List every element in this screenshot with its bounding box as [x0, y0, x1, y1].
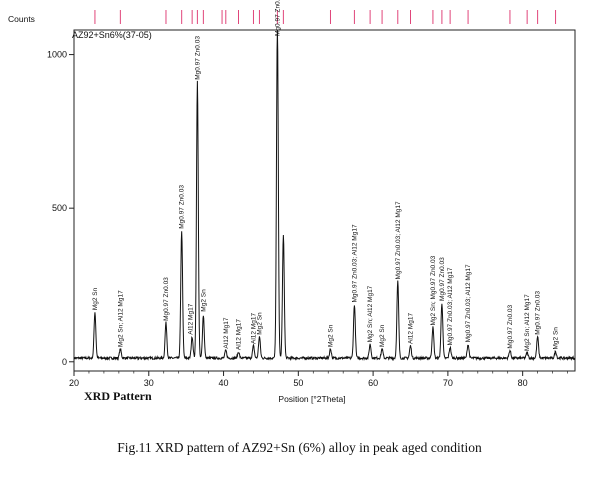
peak-annotation: Mg2 Sn: [379, 324, 386, 347]
peak-annotation: Mg0.97 Zn0.03; Al12 Mg17: [395, 201, 402, 279]
peak-annotation: Mg2 Sn: [92, 287, 99, 310]
peak-annotation: Mg0.97 Zn0.03; Al12 Mg17: [447, 267, 454, 345]
x-tick-label: 80: [518, 378, 528, 388]
xrd-trace: [73, 29, 576, 362]
peak-annotation: Mg0.97 Zn0.03: [439, 257, 446, 301]
x-tick-label: 30: [144, 378, 154, 388]
reference-line-layer: [94, 10, 557, 24]
figure-caption: Fig.11 XRD pattern of AZ92+Sn (6%) alloy…: [117, 440, 482, 455]
x-tick-label: 60: [368, 378, 378, 388]
peak-annotation: Mg0.97 Zn0.03: [194, 36, 201, 80]
peak-annotation: Mg2 Sn; Al12 Mg17: [117, 290, 124, 347]
peak-annotation: Mg0.97 Zn0.03: [507, 304, 514, 348]
peak-annotation: Al12 Mg17: [236, 319, 243, 350]
plot-border: [73, 29, 576, 372]
chart-title: AZ92+Sn6%(37-05): [72, 30, 152, 40]
peak-annotation: Mg2 Sn: [200, 289, 207, 312]
peak-annotation: Mg2 Sn: [256, 312, 263, 335]
x-axis-label: Position [°2Theta]: [278, 394, 345, 404]
peak-annotation: Mg2 Sn; Mg0.97 Zn0.03: [430, 255, 437, 325]
plot-frame: [73, 29, 576, 372]
x-tick-label: 20: [69, 378, 79, 388]
peak-annotation: Mg2 Sn: [327, 324, 334, 347]
y-tick-label: 1000: [47, 50, 67, 60]
x-tick-label: 50: [293, 378, 303, 388]
x-tick-label: 40: [219, 378, 229, 388]
peak-annotation: Al12 Mg17: [407, 312, 414, 343]
y-tick-label: 0: [62, 357, 67, 367]
y-tick-label: 500: [52, 203, 67, 213]
peak-annotation: Mg0.97 Zn0.03: [179, 185, 186, 229]
peak-annotation: Al12 Mg17: [250, 312, 257, 343]
axis-ticks: 20 30 40 50 60 70 80 0 500 1000: [47, 50, 568, 388]
y-axis-label: Counts: [8, 14, 35, 24]
peak-annotation: Mg0.97 Zn0.03; Al12 Mg17: [465, 264, 472, 342]
peak-annotation: Al12 Mg17: [223, 317, 230, 348]
peak-annotation: Al12 Mg17: [188, 303, 195, 334]
peak-annotation-layer: Mg2 Sn Mg2 Sn; Al12 Mg17 Mg0.97 Zn0.03Mg0.…: [92, 0, 560, 351]
peak-annotation: Mg0.97 Zn0.03: [274, 0, 281, 36]
x-tick-label: 70: [443, 378, 453, 388]
peak-annotation: Mg0.97 Zn0.03; Al12 Mg17: [351, 224, 358, 302]
peak-annotation: Mg2 Sn; Al12 Mg17: [367, 285, 374, 342]
xrd-pattern-label: XRD Pattern: [84, 389, 152, 403]
peak-annotation: Mg2 Sn; Al12 Mg17: [524, 294, 531, 351]
peak-annotation: Mg0.97 Zn0.03: [163, 277, 170, 321]
diffraction-trace: [73, 29, 576, 362]
peak-annotation: Mg2 Sn: [553, 327, 560, 350]
peak-annotation: Mg0.97 Zn0.03: [535, 291, 542, 335]
